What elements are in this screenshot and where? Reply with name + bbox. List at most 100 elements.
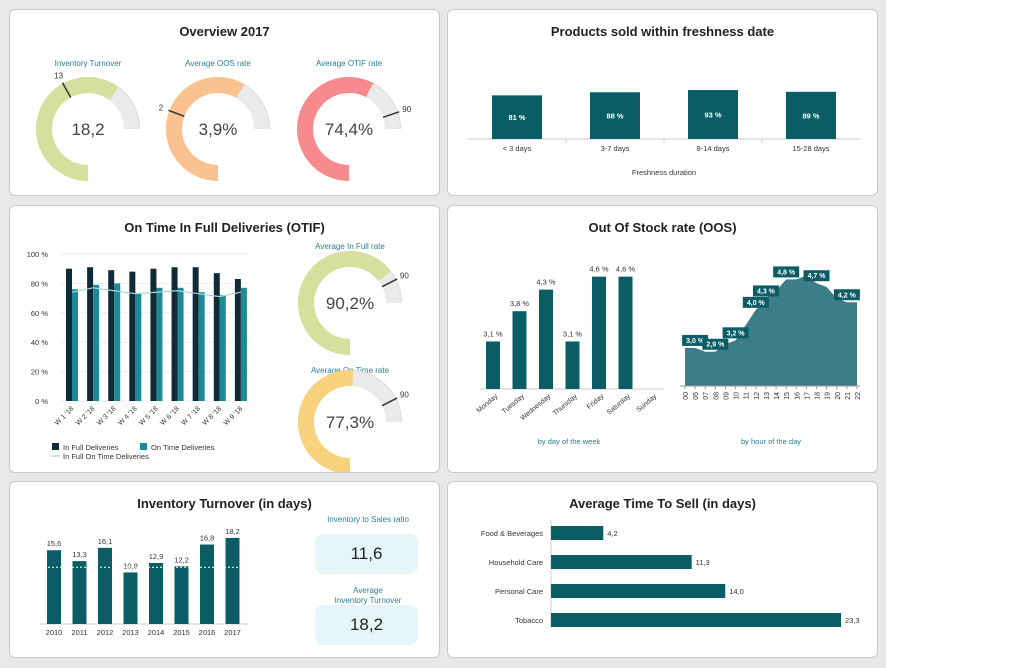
otif-gauge-label-0: Average In Full rate xyxy=(315,242,385,251)
freshness-bar-3 xyxy=(786,91,836,139)
otif-legend-swatch-infull xyxy=(52,443,59,450)
oos-hour-tick-13: 18 xyxy=(815,392,822,400)
otif-bar-infull-3 xyxy=(129,271,136,401)
oos-hour-area xyxy=(685,275,857,386)
oos-hour-label-5: 4,8 % xyxy=(777,269,796,276)
turnover-bar-label-4: 12,9 xyxy=(149,552,164,561)
sell-category-0: Food & Beverages xyxy=(481,529,543,538)
turnover-tick-1: 2011 xyxy=(71,628,87,637)
oos-week-bar-2 xyxy=(539,289,553,389)
otif-xtick-3: W 4 '18 xyxy=(117,405,139,427)
oos-hour-tick-4: 09 xyxy=(723,392,730,400)
oos-week-tick-3: Thursday xyxy=(552,393,579,417)
otif-legend-ontime: On Time Deliveries xyxy=(151,443,215,452)
oos-hour-tick-15: 20 xyxy=(835,392,842,400)
oos-hour-tick-9: 14 xyxy=(774,392,781,400)
freshness-bar-2 xyxy=(688,90,738,139)
otif-gauge-0-target-marker xyxy=(381,278,398,288)
otif-bar-infull-0 xyxy=(66,268,72,401)
turnover-bar-label-5: 12,2 xyxy=(174,555,189,564)
oos-hour-tick-1: 05 xyxy=(693,392,700,400)
sell-value-2: 14,0 xyxy=(729,587,744,596)
oos-week-tick-0: Monday xyxy=(476,393,500,415)
freshness-bar-1 xyxy=(590,92,640,139)
oos-week-bar-1 xyxy=(512,311,527,389)
overview-panel: Overview 2017 Inventory Turnover 13 18,2 Av… xyxy=(9,9,440,196)
oos-hour-label-4: 4,3 % xyxy=(757,288,776,295)
overview-gauge-2-fill xyxy=(297,77,374,181)
otif-bar-infull-6 xyxy=(192,267,199,401)
oos-week-label-2: 4,3 % xyxy=(536,278,556,287)
overview-gauge-2-target-label: 90 xyxy=(402,105,411,114)
oos-week-label-4: 4,6 % xyxy=(589,265,609,274)
otif-legend-infull-ontime: In Full On Time Deliveries xyxy=(63,452,149,461)
oos-hour-tick-11: 16 xyxy=(794,392,801,400)
overview-gauge-label-0: Inventory Turnover xyxy=(55,59,122,68)
overview-gauge-1-target-label: 2 xyxy=(159,103,164,112)
oos-hour-label-bg-5 xyxy=(773,266,800,278)
oos-hour-tick-16: 21 xyxy=(845,392,852,400)
overview-gauge-0-value: 18,2 xyxy=(71,120,104,139)
otif-gauge-0-fill xyxy=(298,251,392,355)
sell-value-1: 11,3 xyxy=(696,558,710,567)
otif-ytick-2: 60 % xyxy=(31,309,48,318)
freshness-chart: 81 % < 3 days 88 % 3-7 days 93 % 8-14 days 89 … xyxy=(468,90,860,177)
sell-panel: Average Time To Sell (in days) Food & Be… xyxy=(447,481,878,658)
overview-gauge-0-fill xyxy=(36,77,119,181)
oos-hour-label-bg-3 xyxy=(742,296,769,308)
sell-chart: Food & Beverages 4,2 Household Care 11,3 Per… xyxy=(481,520,860,628)
otif-bar-ontime-7 xyxy=(219,295,226,401)
oos-week-caption: by day of the week xyxy=(538,437,601,446)
turnover-bar-6 xyxy=(200,544,214,624)
otif-gauge-1-target-marker xyxy=(381,397,398,407)
otif-chart: 100 %80 %60 %40 %20 %0 %W 1 '18 W 2 '18 W … xyxy=(27,242,409,472)
oos-hour-tick-17: 22 xyxy=(855,392,862,400)
oos-week-tick-4: Friday xyxy=(586,393,606,411)
overview-gauge-0-target-marker xyxy=(61,82,72,98)
turnover-bar-label-2: 16,1 xyxy=(98,537,113,546)
oos-hour-label-1: 2,9 % xyxy=(706,342,725,349)
oos-week-label-3: 3,1 % xyxy=(563,329,583,338)
freshness-panel: Products sold within freshness date 81 %… xyxy=(447,9,878,196)
freshness-bar-0 xyxy=(492,95,542,139)
turnover-bar-label-0: 15,6 xyxy=(47,539,62,548)
avg-turnover-box: 18,2 xyxy=(315,605,418,645)
avg-turnover-label: Average Inventory Turnover xyxy=(310,586,426,606)
otif-gauge-0-target-label: 90 xyxy=(400,271,409,280)
otif-bar-ontime-5 xyxy=(177,287,184,401)
turnover-tick-5: 2015 xyxy=(173,628,190,637)
otif-title: On Time In Full Deliveries (OTIF) xyxy=(124,220,325,235)
otif-bar-infull-2 xyxy=(108,270,115,401)
otif-bar-ontime-3 xyxy=(135,293,142,401)
turnover-chart: 15,6 2010 13,3 2011 16,1 2012 10,9 2013 12,9 2014… xyxy=(40,527,248,637)
oos-hour-tick-14: 19 xyxy=(825,392,832,400)
freshness-bar-label-2: 93 % xyxy=(704,111,721,120)
sell-category-2: Personal Care xyxy=(495,587,543,596)
overview-gauge-2-value: 74,4% xyxy=(325,120,373,139)
otif-bar-infull-1 xyxy=(87,267,94,401)
turnover-bar-label-3: 10,9 xyxy=(123,561,138,570)
oos-week-label-5: 4,6 % xyxy=(616,265,636,274)
overview-gauge-1-fill xyxy=(166,77,245,181)
otif-bar-infull-8 xyxy=(234,278,241,401)
oos-title: Out Of Stock rate (OOS) xyxy=(588,220,737,235)
sell-bar-1 xyxy=(551,555,692,569)
otif-bar-ontime-1 xyxy=(93,284,100,401)
otif-ytick-1: 80 % xyxy=(31,279,48,288)
otif-xtick-0: W 1 '18 xyxy=(54,405,76,427)
otif-xtick-8: W 9 '18 xyxy=(223,405,245,427)
freshness-tick-1: 3-7 days xyxy=(601,144,630,153)
sell-bar-3 xyxy=(551,613,841,627)
oos-hour-label-bg-1 xyxy=(702,338,729,350)
oos-week-label-0: 3,1 % xyxy=(483,329,503,338)
overview-gauge-2-target-marker xyxy=(382,111,400,119)
avg-turnover-label-1: Average xyxy=(353,586,383,595)
otif-xtick-2: W 3 '18 xyxy=(96,405,118,427)
turnover-bar-5 xyxy=(174,566,189,624)
avg-turnover-value: 18,2 xyxy=(349,615,384,634)
freshness-bar-label-3: 89 % xyxy=(802,111,819,120)
sell-value-0: 4,2 xyxy=(607,529,617,538)
overview-gauge-0-target-label: 13 xyxy=(54,72,63,81)
otif-legend-swatch-ontime xyxy=(140,443,147,450)
